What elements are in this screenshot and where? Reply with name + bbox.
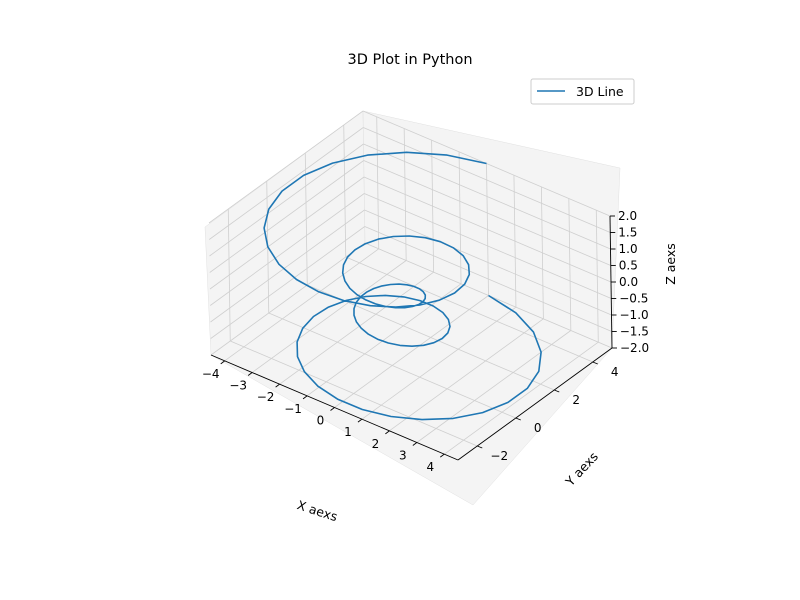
grid-line-x: [334, 295, 489, 408]
grid-line-z: [209, 160, 364, 273]
z-tick-label: −2.0: [620, 341, 649, 355]
x-tick-label: −2: [257, 390, 275, 404]
grid-line-z: [209, 127, 364, 240]
z-axis-label: Z aexs: [663, 243, 678, 285]
grid-line-z: [210, 242, 366, 356]
grid-line-z: [210, 226, 365, 339]
x-tick-mark: [440, 453, 445, 458]
x-tick-label: −1: [284, 402, 302, 416]
x-tick-label: −4: [202, 367, 220, 381]
grid-line-z: [363, 127, 611, 233]
y-axis-ticks: −2 0 2 4: [477, 361, 619, 463]
x-tick-mark: [330, 407, 335, 411]
y-tick-label: 4: [611, 365, 619, 379]
grid-line-z: [364, 226, 612, 332]
grid-line-z: [364, 209, 612, 316]
z-tick-label: −1.5: [620, 325, 649, 339]
grid-line-y: [230, 340, 478, 447]
grid-lines: [208, 110, 613, 455]
x-tick-mark: [247, 372, 253, 376]
x-tick-label: 3: [399, 449, 407, 463]
y-tick-mark: [592, 361, 598, 365]
y-axis-label: Y aexs: [562, 449, 601, 490]
legend-label: 3D Line: [576, 84, 624, 99]
grid-line-z: [208, 110, 364, 224]
y-axis-line: [457, 347, 613, 461]
grid-line-x: [224, 248, 379, 362]
z-tick-label: 2.0: [618, 209, 637, 223]
grid-line-z: [209, 176, 365, 290]
grid-line-z: [363, 160, 611, 266]
y-tick-mark: [477, 445, 483, 449]
series-line-3d: [263, 151, 542, 421]
x-tick-mark: [220, 360, 225, 365]
x-tick-mark: [302, 395, 308, 400]
x-tick-label: 0: [317, 414, 325, 428]
x-tick-label: 1: [344, 425, 352, 439]
grid-line-z: [210, 209, 365, 323]
grid-line-x: [416, 330, 572, 443]
y-tick-mark: [554, 389, 560, 393]
legend: 3D Line: [530, 78, 635, 105]
grid-line-y: [268, 312, 516, 419]
z-tick-label: 0.5: [619, 259, 638, 273]
grid-line-z: [363, 176, 612, 283]
x-tick-mark: [275, 383, 280, 388]
grid-line-x: [279, 271, 434, 385]
grid-line-z: [364, 193, 612, 299]
z-axis-ticks: −2.0 −1.5 −1.0 −0.5 0.0 0.5 1.0 1.5 2.0: [610, 209, 649, 355]
x-axis-label: X aexs: [295, 497, 339, 524]
grid-line-y: [307, 284, 555, 391]
legend-box: [530, 78, 635, 105]
x-tick-mark: [412, 442, 418, 446]
grid-line-x: [444, 341, 599, 455]
x-tick-mark: [357, 418, 363, 423]
y-tick-label: 2: [572, 393, 580, 407]
y-tick-label: 0: [534, 421, 542, 435]
z-tick-label: −1.0: [620, 308, 649, 322]
x-tick-label: 2: [372, 437, 380, 451]
grid-line-x: [389, 318, 544, 432]
grid-line-y: [345, 256, 593, 363]
y-tick-mark: [515, 417, 521, 421]
z-tick-label: 1.0: [619, 242, 638, 256]
z-tick-label: 1.5: [618, 226, 637, 240]
x-tick-label: −3: [229, 379, 247, 393]
grid-line-x: [306, 283, 462, 397]
z-tick-label: 0.0: [619, 275, 638, 289]
x-tick-mark: [385, 430, 390, 435]
x-tick-label: 4: [426, 460, 434, 474]
grid-line-x: [361, 306, 517, 420]
z-tick-label: −0.5: [619, 292, 648, 306]
grid-line-z: [210, 193, 365, 306]
grid-line-z: [363, 143, 611, 250]
y-tick-label: −2: [490, 449, 508, 463]
chart-title: 3D Plot in Python: [347, 52, 472, 68]
x-axis-ticks: −4 −3 −2 −1 0 1 2 3 4: [202, 360, 445, 474]
grid-line-x: [251, 260, 407, 373]
